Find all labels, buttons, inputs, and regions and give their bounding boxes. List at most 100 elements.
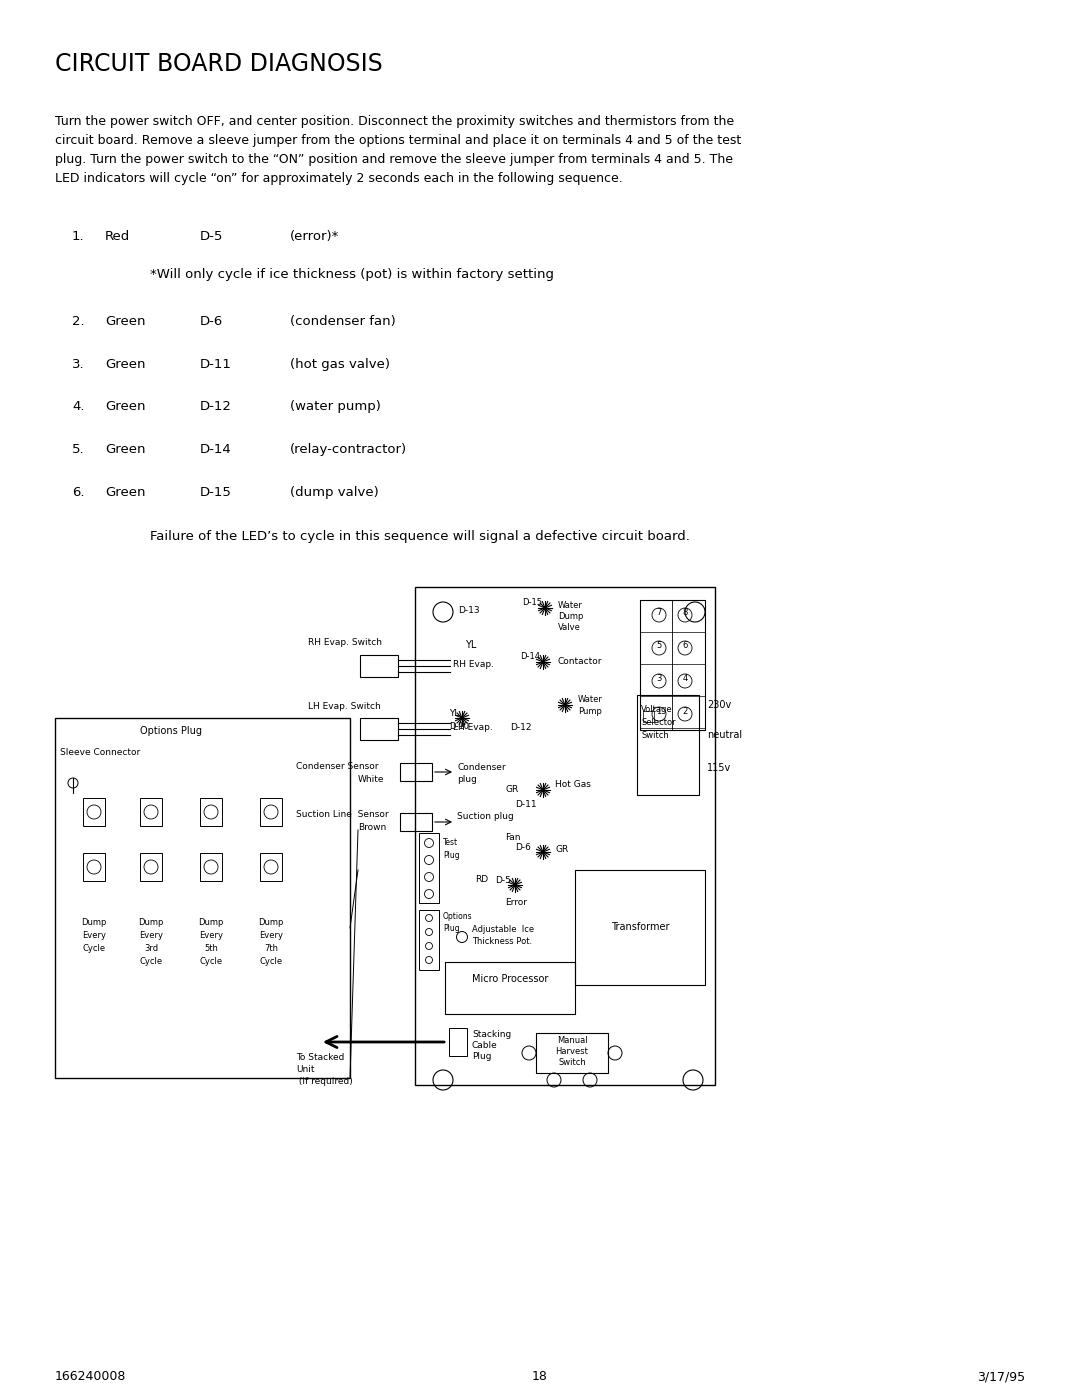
Text: Stacking: Stacking: [472, 1030, 511, 1039]
Bar: [260, 854, 282, 882]
Text: 166240008: 166240008: [55, 1370, 126, 1383]
Text: 4.: 4.: [72, 400, 84, 414]
Text: 115v: 115v: [707, 763, 731, 773]
Bar: [400, 813, 432, 831]
Text: 3rd: 3rd: [144, 944, 158, 953]
Text: CIRCUIT BOARD DIAGNOSIS: CIRCUIT BOARD DIAGNOSIS: [55, 52, 382, 75]
Text: Water: Water: [558, 601, 583, 610]
Text: Cycle: Cycle: [82, 944, 106, 953]
Text: YL: YL: [449, 710, 459, 718]
Text: Every: Every: [259, 930, 283, 940]
Text: D-13: D-13: [458, 606, 480, 615]
Bar: [55, 718, 350, 1078]
Text: LH Evap.: LH Evap.: [453, 724, 492, 732]
Text: Condenser: Condenser: [457, 763, 505, 773]
Bar: [200, 854, 222, 882]
Bar: [445, 963, 575, 1014]
Text: Harvest: Harvest: [555, 1046, 589, 1056]
Text: Dump: Dump: [199, 918, 224, 928]
Text: D-10: D-10: [449, 722, 469, 731]
Text: Options: Options: [443, 912, 473, 921]
Text: D-14: D-14: [519, 652, 540, 661]
Text: *Will only cycle if ice thickness (pot) is within factory setting: *Will only cycle if ice thickness (pot) …: [150, 268, 554, 281]
Text: D-15: D-15: [522, 598, 542, 608]
Text: 5th: 5th: [204, 944, 218, 953]
Bar: [575, 870, 705, 985]
Text: Turn the power switch OFF, and center position. Disconnect the proximity switche: Turn the power switch OFF, and center po…: [55, 115, 734, 129]
Text: Every: Every: [199, 930, 222, 940]
Bar: [83, 854, 105, 882]
Text: Failure of the LED’s to cycle in this sequence will signal a defective circuit b: Failure of the LED’s to cycle in this se…: [150, 529, 690, 543]
Text: D-15: D-15: [200, 486, 232, 499]
Text: (hot gas valve): (hot gas valve): [291, 358, 390, 372]
Text: LED indicators will cycle “on” for approximately 2 seconds each in the following: LED indicators will cycle “on” for appro…: [55, 172, 623, 184]
Text: 5: 5: [657, 641, 662, 650]
Text: Suction Line  Sensor: Suction Line Sensor: [296, 810, 389, 819]
Text: Micro Processor: Micro Processor: [472, 974, 549, 983]
Bar: [419, 909, 438, 970]
Text: Green: Green: [105, 443, 146, 455]
Bar: [200, 798, 222, 826]
Text: Green: Green: [105, 400, 146, 414]
Text: D-11: D-11: [515, 800, 537, 809]
Text: Dump: Dump: [258, 918, 284, 928]
Text: Every: Every: [82, 930, 106, 940]
Text: 6.: 6.: [72, 486, 84, 499]
Text: Adjustable  Ice: Adjustable Ice: [472, 925, 535, 935]
Text: Suction plug: Suction plug: [457, 812, 514, 821]
Text: 2: 2: [683, 707, 688, 717]
Text: Sleeve Connector: Sleeve Connector: [60, 747, 140, 757]
Text: plug: plug: [457, 775, 477, 784]
Text: Green: Green: [105, 314, 146, 328]
Text: Selector: Selector: [642, 718, 676, 726]
Text: Dump: Dump: [138, 918, 164, 928]
Text: 2.: 2.: [72, 314, 84, 328]
Bar: [260, 798, 282, 826]
Text: Fan: Fan: [505, 833, 521, 842]
Text: Manual: Manual: [556, 1037, 588, 1045]
Bar: [536, 1032, 608, 1073]
Text: 7: 7: [657, 608, 662, 617]
Text: RH Evap. Switch: RH Evap. Switch: [308, 638, 382, 647]
Text: Plug: Plug: [443, 923, 460, 933]
Text: Error: Error: [505, 898, 527, 907]
Text: Pump: Pump: [578, 707, 602, 717]
Text: Voltage: Voltage: [642, 705, 673, 714]
Bar: [140, 854, 162, 882]
Text: D-11: D-11: [200, 358, 232, 372]
Text: Switch: Switch: [642, 731, 669, 740]
Text: 3/17/95: 3/17/95: [977, 1370, 1025, 1383]
Text: (condenser fan): (condenser fan): [291, 314, 395, 328]
Text: Hot Gas: Hot Gas: [555, 780, 591, 789]
Text: Condenser Sensor: Condenser Sensor: [296, 761, 378, 771]
Bar: [360, 718, 399, 740]
Text: RH Evap.: RH Evap.: [453, 659, 494, 669]
Text: Green: Green: [105, 358, 146, 372]
Text: 3.: 3.: [72, 358, 84, 372]
Text: neutral: neutral: [707, 731, 742, 740]
Text: Dump: Dump: [558, 612, 583, 622]
Bar: [449, 1028, 467, 1056]
Text: D-14: D-14: [200, 443, 232, 455]
Text: D-12: D-12: [510, 724, 531, 732]
Text: Thickness Pot.: Thickness Pot.: [472, 937, 532, 946]
Bar: [637, 694, 699, 795]
Text: (dump valve): (dump valve): [291, 486, 379, 499]
Text: Valve: Valve: [558, 623, 581, 631]
Bar: [419, 833, 438, 902]
Text: Contactor: Contactor: [558, 657, 603, 666]
Text: Transformer: Transformer: [611, 922, 670, 932]
Text: 1.: 1.: [72, 231, 84, 243]
Text: (error)*: (error)*: [291, 231, 339, 243]
Text: 230v: 230v: [707, 700, 731, 710]
Bar: [640, 599, 705, 731]
Bar: [360, 655, 399, 678]
Text: (relay-contractor): (relay-contractor): [291, 443, 407, 455]
Text: 18: 18: [532, 1370, 548, 1383]
Text: Cable: Cable: [472, 1041, 498, 1051]
Text: 1: 1: [657, 707, 662, 717]
Text: Plug: Plug: [443, 851, 460, 861]
Bar: [643, 711, 654, 722]
Text: 7th: 7th: [264, 944, 278, 953]
Text: YL: YL: [465, 640, 476, 650]
